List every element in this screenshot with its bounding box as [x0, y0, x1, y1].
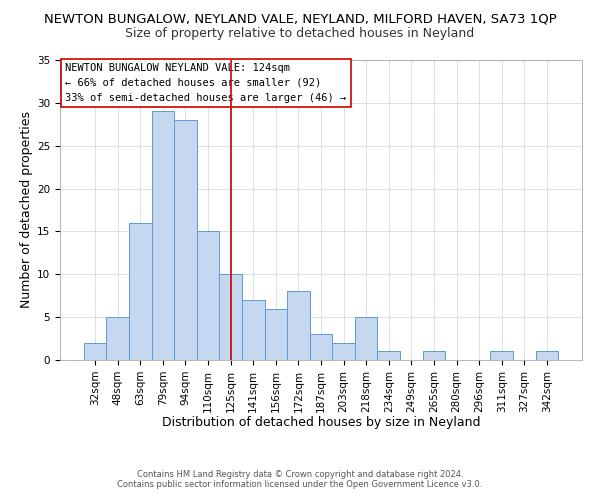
Bar — [490, 352, 513, 360]
Bar — [536, 352, 558, 360]
Bar — [422, 352, 445, 360]
Bar — [129, 223, 152, 360]
Bar — [287, 292, 310, 360]
Text: Contains public sector information licensed under the Open Government Licence v3: Contains public sector information licen… — [118, 480, 482, 489]
Bar — [377, 352, 400, 360]
Y-axis label: Number of detached properties: Number of detached properties — [20, 112, 33, 308]
Text: NEWTON BUNGALOW, NEYLAND VALE, NEYLAND, MILFORD HAVEN, SA73 1QP: NEWTON BUNGALOW, NEYLAND VALE, NEYLAND, … — [44, 12, 556, 26]
Bar — [84, 343, 106, 360]
Bar — [197, 232, 220, 360]
Text: NEWTON BUNGALOW NEYLAND VALE: 124sqm
← 66% of detached houses are smaller (92)
3: NEWTON BUNGALOW NEYLAND VALE: 124sqm ← 6… — [65, 63, 346, 102]
Bar — [174, 120, 197, 360]
Bar — [332, 343, 355, 360]
Bar — [220, 274, 242, 360]
Text: Size of property relative to detached houses in Neyland: Size of property relative to detached ho… — [125, 28, 475, 40]
Bar — [355, 317, 377, 360]
Bar — [106, 317, 129, 360]
Bar — [265, 308, 287, 360]
Text: Contains HM Land Registry data © Crown copyright and database right 2024.: Contains HM Land Registry data © Crown c… — [137, 470, 463, 479]
X-axis label: Distribution of detached houses by size in Neyland: Distribution of detached houses by size … — [162, 416, 480, 429]
Bar — [242, 300, 265, 360]
Bar — [152, 112, 174, 360]
Bar — [310, 334, 332, 360]
